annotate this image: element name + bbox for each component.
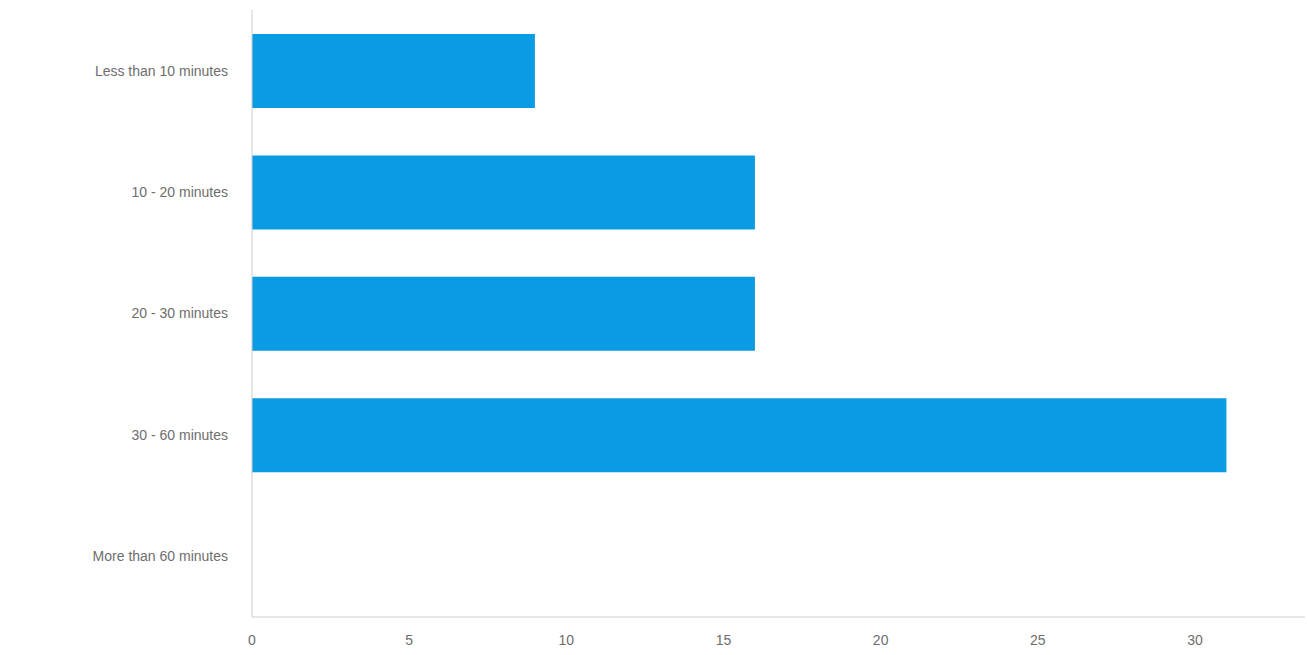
svg-text:10 - 20 minutes: 10 - 20 minutes bbox=[132, 184, 229, 200]
svg-text:Less than 10 minutes: Less than 10 minutes bbox=[95, 63, 228, 79]
svg-text:30: 30 bbox=[1187, 632, 1203, 648]
svg-text:30 - 60 minutes: 30 - 60 minutes bbox=[132, 427, 229, 443]
svg-text:20: 20 bbox=[873, 632, 889, 648]
svg-text:More than 60 minutes: More than 60 minutes bbox=[93, 548, 228, 564]
svg-text:0: 0 bbox=[248, 632, 256, 648]
svg-text:10: 10 bbox=[559, 632, 575, 648]
svg-text:20 - 30 minutes: 20 - 30 minutes bbox=[132, 305, 229, 321]
svg-text:5: 5 bbox=[405, 632, 413, 648]
svg-text:15: 15 bbox=[716, 632, 732, 648]
svg-text:25: 25 bbox=[1030, 632, 1046, 648]
